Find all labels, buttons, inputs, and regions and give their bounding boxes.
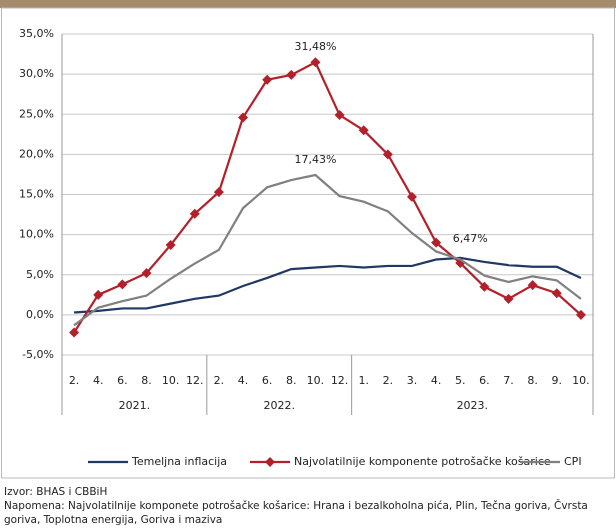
marker [382,149,393,160]
top-bar [0,0,616,8]
x-tick-label: 2. [214,374,225,387]
x-tick-label: 10. [572,374,590,387]
marker [334,110,345,121]
x-tick-label: 5. [455,374,466,387]
y-tick-label: 35,0% [19,27,54,40]
marker [189,208,200,219]
x-tick-label: 6. [262,374,273,387]
x-tick-label: 10. [162,374,180,387]
y-tick-label: 20,0% [19,147,54,160]
legend-label: Temeljna inflacija [131,455,227,468]
marker [262,74,273,85]
y-tick-label: 5,0% [26,268,54,281]
y-tick-label: 0,0% [26,308,54,321]
x-tick-label: 8. [286,374,297,387]
year-label: 2021. [119,399,151,412]
legend-marker [265,457,275,467]
marker [117,279,128,290]
x-tick-label: 7. [503,374,514,387]
legend-label: CPI [564,455,582,468]
marker [406,191,417,202]
x-tick-label: 12. [186,374,204,387]
marker [93,289,104,300]
x-tick-label: 3. [407,374,418,387]
x-tick-label: 10. [307,374,325,387]
remark: Napomena: Najvolatilnije komponete potro… [4,500,588,526]
marker [310,57,321,68]
y-tick-label: -5,0% [22,348,54,361]
x-tick-label: 8. [141,374,152,387]
marker [503,293,514,304]
x-tick-label: 8. [527,374,538,387]
data-label: 31,48% [294,40,336,53]
marker [479,281,490,292]
data-label: 6,47% [453,232,488,245]
x-tick-label: 1. [358,374,369,387]
x-tick-label: 4. [431,374,442,387]
y-tick-label: 15,0% [19,188,54,201]
marker [358,125,369,136]
chart: -5,0% 0,0% 5,0% 10,0% 15,0% 20,0% 25,0% 30,0% 35… [0,0,616,479]
x-tick-label: 4. [238,374,249,387]
series-line [73,256,582,314]
x-tick-label: 6. [117,374,128,387]
marker [575,309,586,320]
year-label: 2022. [263,399,295,412]
marker [165,240,176,251]
marker [431,237,442,248]
x-tick-label: 9. [552,374,563,387]
y-tick-label: 10,0% [19,228,54,241]
series-line [73,60,582,334]
x-tick-label: 2. [69,374,80,387]
year-label: 2023. [457,399,489,412]
marker [69,327,80,338]
marker [141,268,152,279]
legend-label: Najvolatilnije komponente potrošačke koš… [294,455,551,468]
frame [1,7,615,479]
notes: Izvor: BHAS i CBBiH Napomena: Najvolatil… [4,485,610,527]
x-tick-label: 2. [383,374,394,387]
x-tick-label: 6. [479,374,490,387]
source: Izvor: BHAS i CBBiH [4,486,108,498]
data-label: 17,43% [294,153,336,166]
y-tick-label: 30,0% [19,67,54,80]
x-tick-label: 12. [331,374,349,387]
marker [527,280,538,291]
y-tick-label: 25,0% [19,107,54,120]
marker [551,288,562,299]
marker [286,69,297,80]
series-line [73,173,582,327]
marker [213,187,224,198]
marker [238,112,249,123]
x-tick-label: 4. [93,374,104,387]
